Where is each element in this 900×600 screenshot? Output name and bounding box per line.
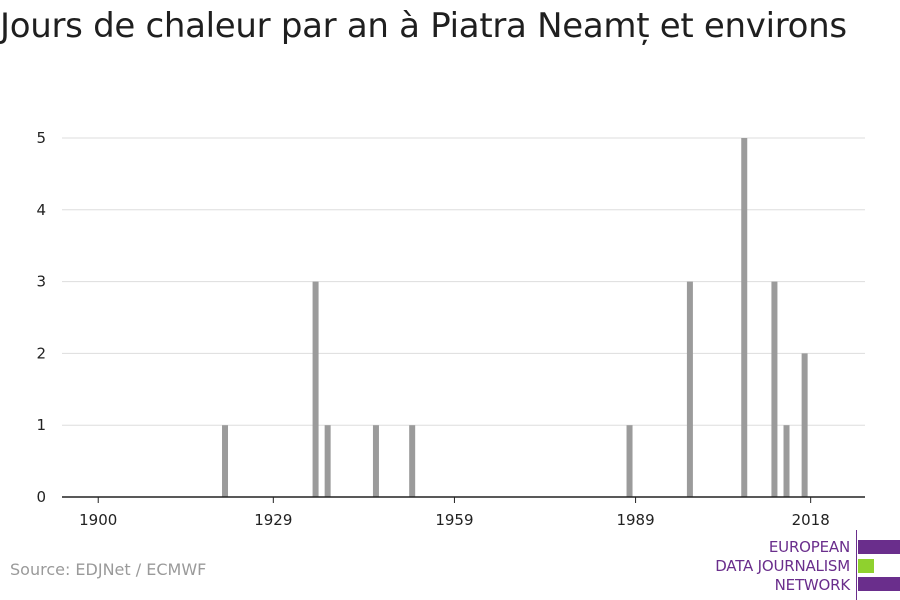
bar: [222, 425, 229, 497]
bar: [741, 138, 748, 497]
bar: [372, 425, 379, 497]
x-tick-label: 2018: [792, 511, 830, 529]
bar: [312, 281, 319, 497]
bar: [409, 425, 416, 497]
grid-lines: [62, 137, 865, 426]
source-note: Source: EDJNet / ECMWF: [10, 560, 207, 579]
logo-separator: [856, 530, 857, 600]
bar: [783, 425, 790, 497]
bar: [324, 425, 331, 497]
chart-title: Jours de chaleur par an à Piatra Neamț e…: [0, 6, 847, 46]
x-tick-label: 1929: [254, 511, 292, 529]
axes: [62, 496, 865, 503]
y-tick-label: 3: [36, 273, 46, 291]
x-tick-label: 1959: [435, 511, 473, 529]
y-tick-label: 1: [36, 416, 46, 434]
logo-line-1: EUROPEAN: [768, 538, 850, 556]
logo-bar-top: [858, 540, 900, 554]
bar: [801, 353, 808, 497]
x-tick-label: 1900: [79, 511, 117, 529]
x-tick-label: 1989: [616, 511, 654, 529]
bar: [686, 281, 693, 497]
bars: [222, 138, 808, 497]
edjnet-logo: EUROPEAN DATA JOURNALISM NETWORK: [690, 530, 900, 600]
bar: [771, 281, 778, 497]
tick-labels: 0 1 2 3 4 5 1900 1929 1959 1989 2018: [36, 129, 829, 529]
logo-line-3: NETWORK: [774, 576, 851, 594]
y-tick-label: 0: [36, 488, 46, 506]
logo-bar-middle: [858, 559, 874, 573]
logo-line-2: DATA JOURNALISM: [715, 557, 850, 575]
bar: [626, 425, 633, 497]
logo-bar-bottom: [858, 577, 900, 591]
y-tick-label: 2: [36, 344, 46, 362]
y-tick-label: 4: [36, 201, 46, 219]
y-tick-label: 5: [36, 129, 46, 147]
